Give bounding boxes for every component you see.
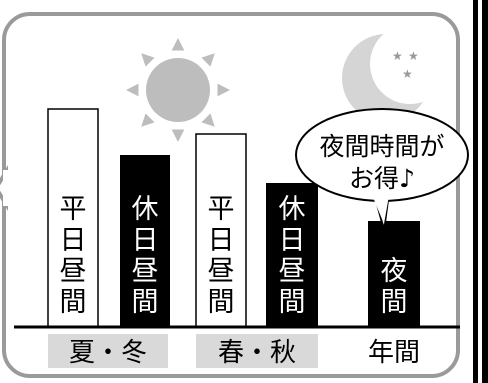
stars-icon: ★ ★ ★ (392, 49, 419, 81)
svg-text:★: ★ (402, 67, 413, 81)
category-bg-summer-winter (48, 334, 168, 368)
speech-bubble: 夜間時間が お得♪ (295, 108, 469, 231)
bubble-text-line1: 夜間時間が (319, 132, 444, 161)
bar-3 (266, 183, 318, 327)
sun-ray (201, 113, 215, 127)
sun-ray (141, 53, 155, 67)
bar-1 (120, 155, 170, 327)
sun-icon (126, 38, 230, 142)
sun-ray (201, 53, 215, 67)
sun-ray (141, 113, 155, 127)
sun-ray (171, 38, 185, 51)
sun-ray (171, 129, 185, 142)
category-label-annual: 年間 (368, 338, 420, 368)
bar-label-0: 平日昼間 (60, 194, 87, 318)
bar-label-4: 夜間 (381, 256, 408, 318)
category-label-spring-autumn: 春・秋 (218, 338, 296, 368)
category-bg-spring-autumn (196, 334, 318, 368)
bar-4 (368, 221, 420, 327)
bar-label-3: 休日昼間 (279, 194, 306, 318)
right-edge-gap (478, 0, 482, 383)
bar-0 (47, 108, 99, 328)
category-label-summer-winter: 夏・冬 (69, 338, 147, 368)
frame-pointer-mask (3, 170, 9, 206)
svg-text:★: ★ (408, 49, 419, 63)
sun-ray (217, 83, 230, 97)
crescent-moon-icon (342, 24, 450, 122)
bar-label-1: 休日昼間 (132, 194, 159, 318)
bar-label-2: 平日昼間 (208, 194, 235, 318)
bubble-text-line2: お得♪ (349, 164, 415, 193)
sun-ray (126, 83, 139, 97)
svg-text:★: ★ (392, 49, 403, 63)
